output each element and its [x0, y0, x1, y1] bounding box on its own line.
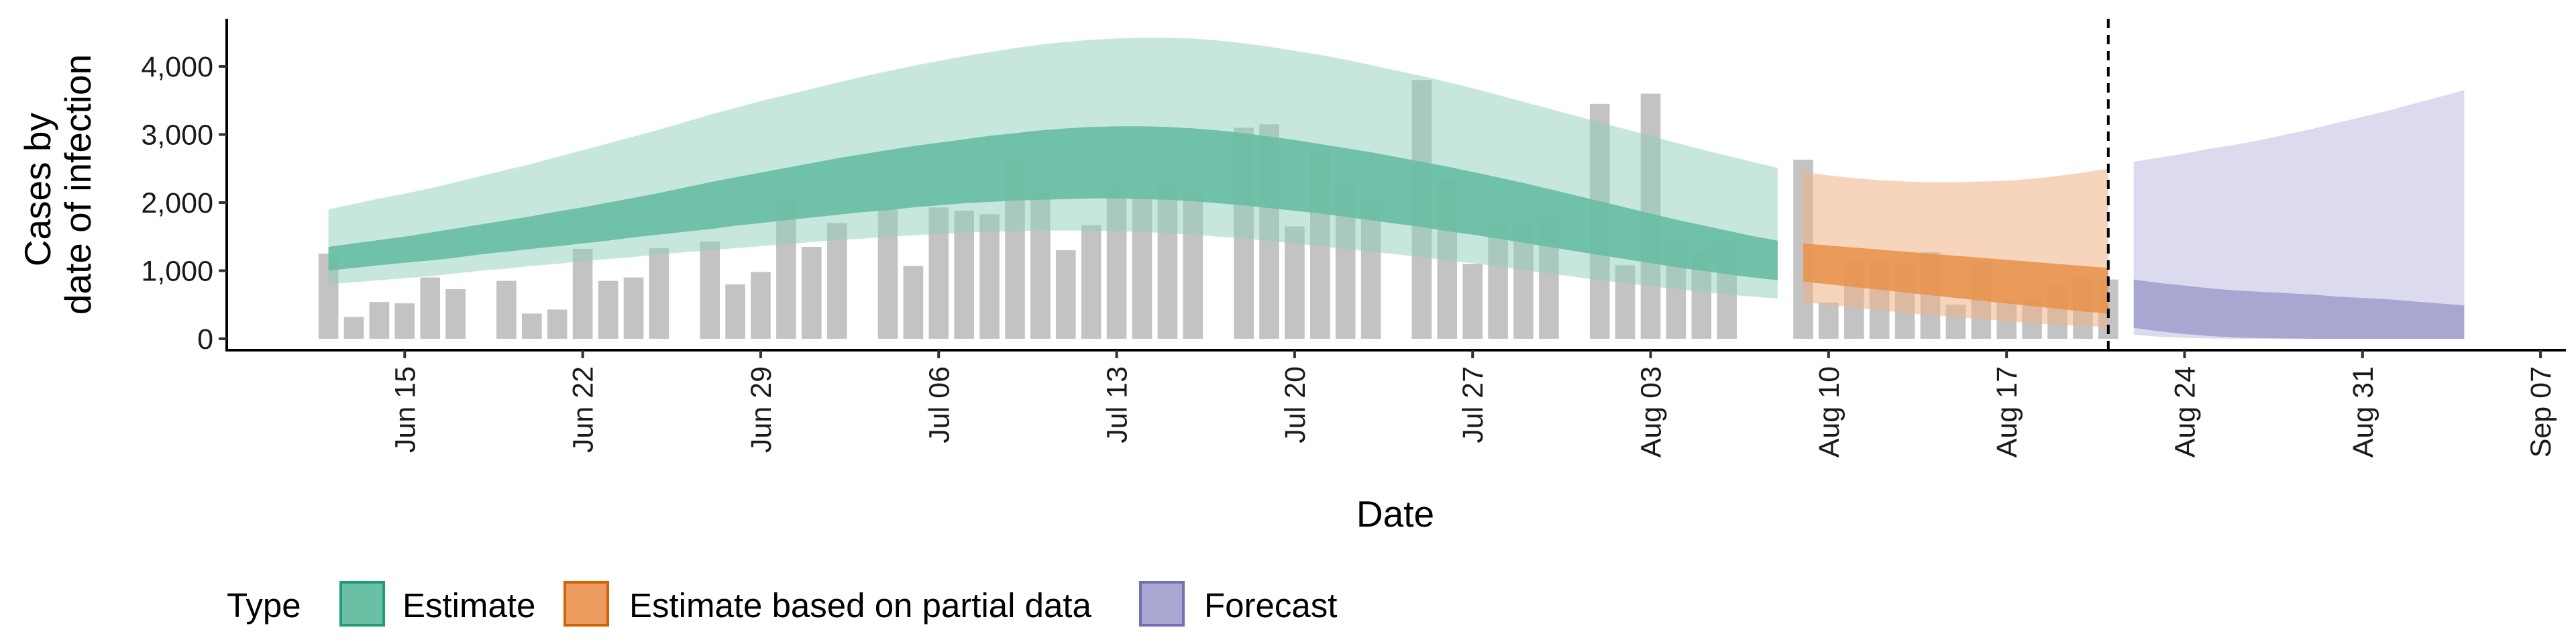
x-tick-label: Aug 03 — [1635, 366, 1668, 458]
y-tick-label: 1,000 — [141, 256, 213, 288]
x-tick-label: Aug 31 — [2347, 366, 2379, 458]
observed-bar — [369, 302, 390, 339]
x-tick-label: Jul 20 — [1279, 366, 1311, 443]
observed-bar — [1462, 264, 1483, 339]
observed-bar — [598, 280, 619, 339]
partial-inner-band — [1803, 243, 2108, 314]
observed-bar — [572, 249, 593, 339]
observed-bar — [751, 272, 771, 339]
y-axis-title-line-2: date of infection — [57, 54, 99, 315]
y-axis-ticks: 0 1,000 2,000 3,000 4,000 — [141, 51, 227, 356]
y-tick-label: 3,000 — [141, 119, 213, 152]
observed-bar — [903, 266, 924, 339]
y-axis-title-line-1: Cases by — [17, 113, 58, 267]
observed-bar — [623, 277, 644, 339]
x-tick-label: Jul 06 — [923, 366, 955, 443]
observed-bar — [445, 288, 466, 339]
observed-bar — [725, 284, 745, 339]
observed-bar — [979, 214, 1000, 339]
x-tick-label: Aug 17 — [1991, 366, 2023, 458]
legend-swatch-estimate — [339, 581, 385, 627]
observed-bar — [343, 317, 364, 339]
observed-bar — [1819, 303, 1839, 339]
estimate-bands — [328, 38, 2465, 339]
x-tick-label: Aug 10 — [1813, 366, 1845, 458]
legend-label-estimate: Estimate — [402, 586, 535, 625]
legend-label-partial: Estimate based on partial data — [629, 586, 1092, 625]
observed-bar — [1056, 250, 1076, 339]
legend-title: Type — [227, 586, 301, 625]
observed-bar — [1081, 225, 1102, 339]
legend-swatch-partial — [564, 581, 609, 627]
forecast-inner-band — [2133, 279, 2465, 339]
y-tick-label: 2,000 — [141, 187, 213, 219]
estimate-inner-band — [328, 126, 1778, 280]
y-axis-title: Cases by date of infection — [17, 54, 99, 315]
x-tick-label: Jun 29 — [745, 366, 777, 453]
y-tick-label: 4,000 — [141, 51, 213, 83]
forecast-outer-band — [2133, 90, 2465, 339]
observed-bar — [420, 277, 440, 339]
observed-bar — [1285, 226, 1305, 339]
x-axis-title: Date — [1356, 493, 1434, 535]
observed-bar — [547, 309, 568, 339]
legend-label-forecast: Forecast — [1204, 586, 1337, 625]
observed-bar — [394, 303, 415, 339]
x-axis-ticks: Jun 15 Jun 22 Jun 29 Jul 06 Jul 13 Jul 20 Jul … — [389, 350, 2557, 458]
observed-bar — [826, 223, 847, 339]
x-tick-label: Jun 15 — [389, 366, 421, 453]
observed-bar — [802, 247, 822, 339]
x-tick-label: Jul 27 — [1457, 366, 1489, 443]
legend: Type Estimate Estimate based on partial … — [227, 581, 1337, 627]
x-tick-label: Aug 24 — [2169, 366, 2202, 458]
legend-swatch-forecast — [1139, 581, 1185, 627]
x-tick-label: Jul 13 — [1102, 366, 1134, 443]
observed-bar — [700, 241, 720, 339]
observed-bar — [496, 280, 517, 339]
observed-bar — [649, 248, 669, 339]
x-tick-label: Sep 07 — [2525, 366, 2557, 458]
y-tick-label: 0 — [197, 323, 213, 356]
x-tick-label: Jun 22 — [568, 366, 600, 453]
observed-bar — [522, 313, 542, 339]
